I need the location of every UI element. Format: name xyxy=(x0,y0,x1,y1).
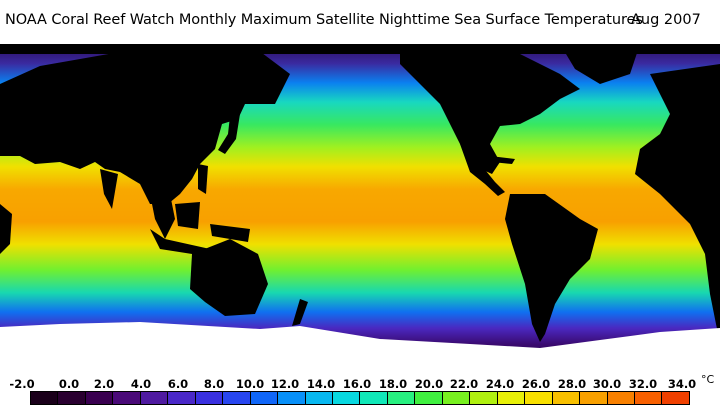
color-scale-swatch xyxy=(634,392,663,404)
color-scale-swatch xyxy=(415,392,443,404)
land-japan xyxy=(218,114,240,154)
color-scale-swatch xyxy=(278,392,306,404)
unit-label: °C xyxy=(701,373,715,386)
color-scale-swatch xyxy=(305,392,333,404)
color-scale-swatch xyxy=(58,392,86,404)
scale-label: 26.0 xyxy=(521,377,551,391)
title-text: NOAA Coral Reef Watch Monthly Maximum Sa… xyxy=(5,12,643,28)
scale-label: 24.0 xyxy=(485,377,515,391)
scale-label: 32.0 xyxy=(628,377,658,391)
scale-label: 2.0 xyxy=(93,377,115,391)
land-borneo xyxy=(175,202,200,229)
color-scale-swatch xyxy=(470,392,498,404)
scale-label: 14.0 xyxy=(306,377,336,391)
scale-label: -2.0 xyxy=(9,377,35,391)
scale-label: 28.0 xyxy=(557,377,587,391)
scale-label: 22.0 xyxy=(449,377,479,391)
scale-label: 34.0 xyxy=(667,377,697,391)
land-sumatra-java xyxy=(150,229,210,256)
land-north-america xyxy=(400,49,580,174)
scale-label: 16.0 xyxy=(342,377,372,391)
color-scale-swatch xyxy=(332,392,361,404)
color-scale-swatch xyxy=(168,392,196,404)
scale-labels: -2.0 0.0 2.0 4.0 6.0 8.0 10.0 12.0 14.0 … xyxy=(0,377,720,391)
scale-label: 20.0 xyxy=(414,377,444,391)
color-scale-swatch xyxy=(580,392,608,404)
land-europe-africa xyxy=(635,64,720,344)
land-caribbean xyxy=(490,156,515,164)
land-indochina xyxy=(150,194,175,239)
scale-label: 30.0 xyxy=(592,377,622,391)
color-scale-swatch xyxy=(525,392,553,404)
color-scale-swatch xyxy=(31,392,59,404)
color-scale-bar xyxy=(30,391,690,405)
scale-label: 0.0 xyxy=(58,377,80,391)
arctic-region xyxy=(0,44,720,54)
sst-world-map xyxy=(0,44,720,367)
scale-label: 12.0 xyxy=(270,377,300,391)
color-scale-swatch xyxy=(250,392,279,404)
color-scale-swatch xyxy=(195,392,224,404)
color-scale-swatch xyxy=(387,392,416,404)
title-date: Aug 2007 xyxy=(631,12,701,28)
color-scale-swatch xyxy=(360,392,388,404)
scale-label: 4.0 xyxy=(130,377,152,391)
scale-label: 18.0 xyxy=(378,377,408,391)
land-antarctica xyxy=(0,322,720,367)
land-south-america xyxy=(505,194,598,342)
land-philippines xyxy=(198,164,208,194)
scale-label: 8.0 xyxy=(203,377,225,391)
land-india xyxy=(100,169,118,209)
land-eurasia xyxy=(0,44,290,204)
color-scale-swatch xyxy=(140,392,169,404)
scale-label: 6.0 xyxy=(167,377,189,391)
land-africa-right-edge xyxy=(0,204,12,254)
color-scale-swatch xyxy=(442,392,471,404)
color-scale-swatch xyxy=(223,392,251,404)
land-greenland xyxy=(560,44,640,84)
scale-label: 10.0 xyxy=(235,377,265,391)
color-scale-swatch xyxy=(662,392,689,404)
antarctica-ice-edge xyxy=(270,334,350,364)
land-australia xyxy=(190,239,268,316)
color-scale-swatch xyxy=(113,392,141,404)
land-central-america xyxy=(460,144,505,196)
color-scale-swatch xyxy=(552,392,581,404)
land-new-zealand xyxy=(292,299,308,326)
color-scale-swatch xyxy=(497,392,526,404)
color-scale-swatch xyxy=(607,392,635,404)
color-scale-swatch xyxy=(85,392,114,404)
land-new-guinea xyxy=(210,224,250,242)
